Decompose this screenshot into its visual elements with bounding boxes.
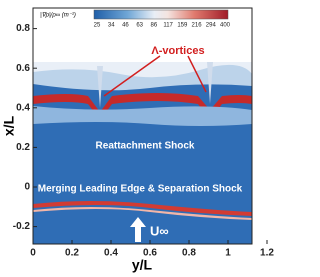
arrow [187,55,207,93]
colorbar-label: 216 [192,23,203,29]
arrow [103,55,161,97]
vortices-label: Λ-vortices [151,45,204,57]
y-tick-label: 0.8 [16,23,30,34]
colorbar-label: 63 [136,23,143,29]
colorbar-label: 294 [206,23,217,29]
colorbar-label: 86 [151,23,158,29]
x-tick-label: 0.2 [65,248,79,259]
colorbar-label: 46 [122,23,129,29]
x-tick-label: 0.4 [104,248,118,259]
x-tick-label: 0 [30,248,36,259]
flow-field [33,62,252,244]
flow-arrow [130,217,146,242]
y-axis-label: x/L [1,115,17,136]
x-ticks: 0 0.2 0.4 0.6 0.8 1 1.2 [30,240,274,259]
merging-label: Merging Leading Edge & Separation Shock [38,184,243,195]
colorbar-label: 117 [163,23,173,29]
colorbar-title: |∇ρ|/ρ∞ (m⁻¹) [40,12,76,19]
x-tick-label: 1.2 [260,248,274,259]
y-tick-label: 0 [24,182,30,193]
y-tick-label: -0.2 [13,221,31,232]
reattachment-label: Reattachment Shock [96,141,195,152]
colorbar [93,9,229,20]
colorbar-label: 400 [220,23,231,29]
y-tick-label: 0.6 [16,63,30,74]
plot-frame [32,7,253,245]
freestream-label: U∞ [150,223,169,238]
x-tick-label: 1 [225,248,231,259]
y-ticks: -0.2 0 0.2 0.4 0.6 0.8 [13,23,37,232]
x-tick-label: 0.8 [182,248,196,259]
x-axis-label: y/L [132,257,153,273]
figure: 0 0.2 0.4 0.6 0.8 1 1.2 -0.200.20.40.60.8 y/L … [1,7,274,273]
colorbar-label: 25 [94,23,101,29]
x-tick-label: 0.6 [143,248,157,259]
colorbar-label: 159 [177,23,188,29]
colorbar-labels: 25 34 46 63 86 117 159 216 294 400 [94,23,231,29]
y-tick-label: 0.4 [16,102,30,113]
colorbar-label: 34 [108,23,115,29]
y-tick-label: 0.2 [16,142,30,153]
